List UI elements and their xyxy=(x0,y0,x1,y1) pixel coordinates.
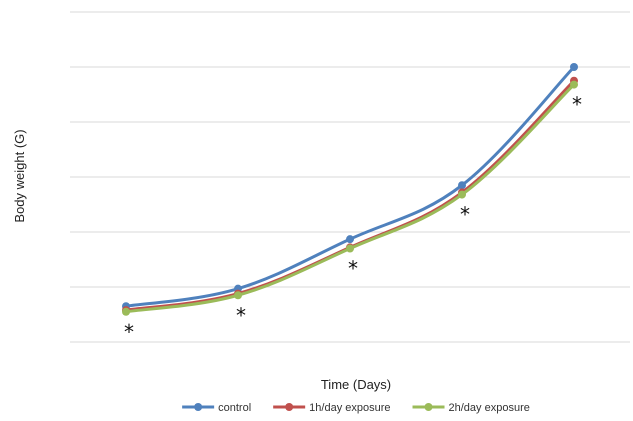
legend-label-2h-day-exposure: 2h/day exposure xyxy=(449,402,530,414)
significance-marker: * xyxy=(236,303,246,327)
significance-marker: * xyxy=(124,320,134,344)
x-axis-title: Time (Days) xyxy=(321,377,391,392)
data-point-2h-day-exposure xyxy=(122,307,130,316)
series-layer xyxy=(122,63,578,316)
legend-marker-control xyxy=(194,403,203,411)
legend: control 1h/day exposure 2h/day exposure xyxy=(182,402,530,414)
data-point-2h-day-exposure xyxy=(570,80,578,89)
data-point-control xyxy=(346,235,354,244)
annotations: * * * * * xyxy=(124,93,582,344)
gridlines xyxy=(70,11,630,343)
legend-label-1h-day-exposure: 1h/day exposure xyxy=(309,402,390,414)
data-point-control xyxy=(570,63,578,71)
y-axis-title: Body weight (G) xyxy=(12,129,27,222)
legend-marker-1h-day-exposure xyxy=(285,403,294,411)
legend-marker-2h-day-exposure xyxy=(424,403,433,411)
data-point-2h-day-exposure xyxy=(346,244,354,253)
data-point-control xyxy=(458,181,466,190)
significance-marker: * xyxy=(572,93,582,117)
significance-marker: * xyxy=(348,257,358,281)
significance-marker: * xyxy=(460,203,470,227)
data-point-2h-day-exposure xyxy=(458,190,466,199)
data-point-2h-day-exposure xyxy=(234,291,242,300)
legend-label-control: control xyxy=(218,402,251,414)
